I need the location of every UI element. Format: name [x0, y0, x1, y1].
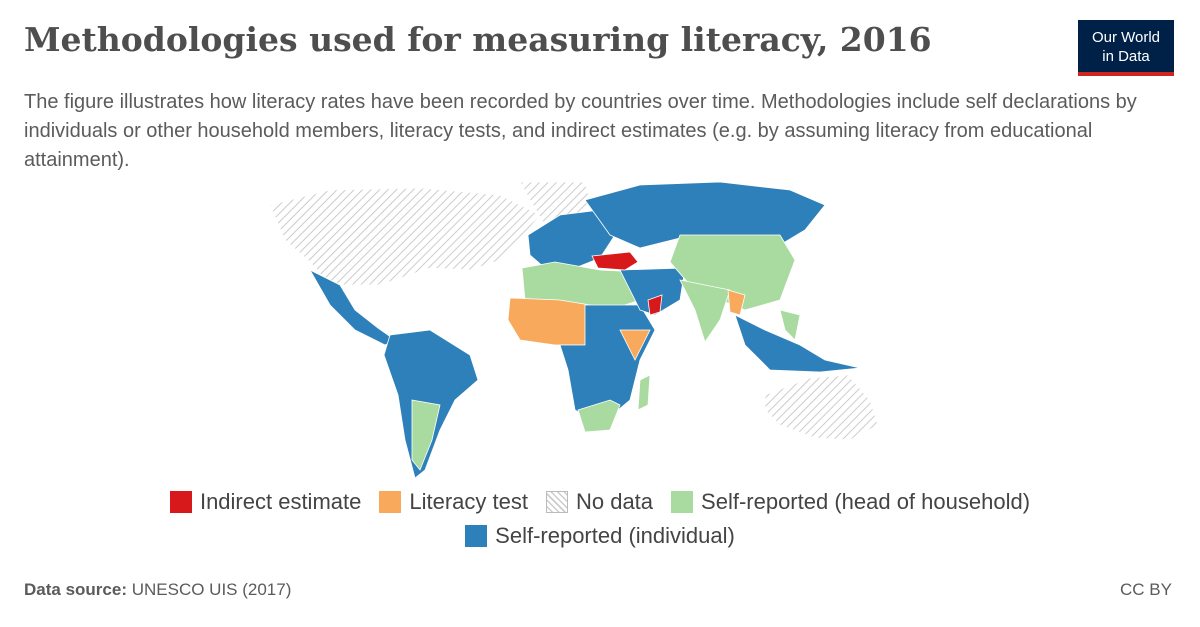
source-text: UNESCO UIS (2017) — [131, 580, 292, 599]
region — [764, 374, 879, 441]
region — [584, 181, 826, 249]
region — [411, 399, 441, 471]
subtitle: The figure illustrates how literacy rate… — [24, 91, 1137, 171]
legend-swatch — [169, 491, 192, 513]
region — [647, 294, 663, 316]
region — [679, 279, 731, 343]
legend-label: Self-reported (individual) — [495, 523, 735, 548]
region — [577, 399, 621, 433]
region — [591, 251, 639, 271]
region — [619, 329, 651, 361]
license[interactable]: CC BY — [1120, 580, 1172, 599]
legend-item[interactable]: Self-reported (head of household) — [671, 488, 1030, 516]
region — [637, 374, 651, 411]
legend-swatch — [545, 491, 568, 513]
legend-item[interactable]: Self-reported (individual) — [465, 522, 735, 550]
logo-line: in Data — [1102, 48, 1150, 65]
region — [619, 267, 686, 316]
legend-swatch — [379, 491, 402, 513]
legend-item[interactable]: No data — [545, 488, 654, 516]
region — [669, 234, 796, 311]
legend-label: No data — [575, 489, 654, 514]
legend: Indirect estimate Literacy test No data Sel… — [100, 488, 1100, 550]
region — [734, 314, 861, 373]
legend-label: Self-reported (head of household) — [701, 489, 1031, 514]
legend-swatch — [465, 525, 488, 547]
logo-line: Our World — [1091, 29, 1161, 46]
logo[interactable]: Our World in Data — [1078, 20, 1174, 76]
footer: Data source: UNESCO UIS (2017) CC BY — [24, 580, 1172, 600]
title: Methodologies used for measuring literac… — [24, 20, 932, 59]
region — [727, 289, 746, 316]
legend-label: Indirect estimate — [199, 489, 362, 514]
legend-item[interactable]: Literacy test — [379, 488, 528, 516]
region — [779, 309, 801, 341]
region — [269, 187, 541, 286]
source: Data source: UNESCO UIS (2017) — [24, 580, 291, 600]
legend-label: Literacy test — [409, 489, 528, 514]
region — [507, 297, 591, 346]
legend-swatch — [671, 491, 694, 513]
source-label: Data source: — [24, 580, 127, 599]
legend-item[interactable]: Indirect estimate — [169, 488, 362, 516]
